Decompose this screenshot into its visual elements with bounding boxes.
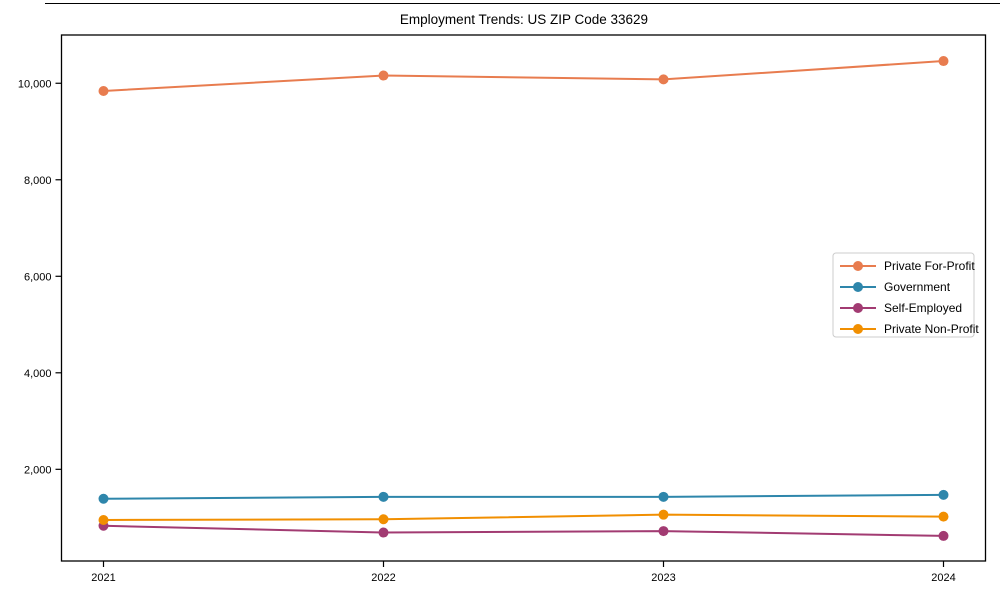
legend-label-private-non-profit: Private Non-Profit: [884, 322, 979, 336]
legend-label-private-for-profit: Private For-Profit: [884, 259, 975, 273]
point-government-2022: [378, 491, 389, 502]
x-tick-label: 2022: [371, 572, 395, 584]
y-tick-label: 4,000: [24, 368, 52, 380]
line-private-for-profit: [103, 60, 944, 92]
x-tick-label: 2021: [91, 572, 115, 584]
point-government-2024: [938, 489, 949, 500]
point-private-for-profit-2024: [938, 56, 949, 67]
chart-title: Employment Trends: US ZIP Code 33629: [399, 12, 649, 27]
y-tick-label: 2,000: [24, 464, 52, 476]
point-private-for-profit-2021: [98, 85, 109, 96]
legend-marker-private-non-profit: [853, 324, 863, 334]
point-private-non-profit-2024: [938, 511, 949, 522]
point-self-employed-2022: [378, 527, 389, 538]
line-private-non-profit: [103, 513, 944, 521]
point-private-for-profit-2022: [378, 70, 389, 81]
legend-label-self-employed: Self-Employed: [884, 301, 962, 315]
legend-box: [832, 252, 975, 338]
point-private-non-profit-2021: [98, 514, 109, 525]
legend-marker-private-for-profit: [853, 261, 863, 271]
point-government-2023: [658, 491, 669, 502]
plot-border: [60, 34, 987, 562]
point-private-non-profit-2023: [658, 509, 669, 520]
point-government-2021: [98, 493, 109, 504]
y-tick-label: 6,000: [24, 271, 52, 283]
legend-marker-government: [853, 282, 863, 292]
y-tick-label: 10,000: [18, 78, 52, 90]
legend-marker-self-employed: [853, 303, 863, 313]
point-self-employed-2024: [938, 530, 949, 541]
figure-top-border: [45, 3, 1000, 4]
point-private-non-profit-2022: [378, 514, 389, 525]
legend-label-government: Government: [884, 280, 951, 294]
point-private-for-profit-2023: [658, 74, 669, 85]
line-government: [103, 493, 944, 500]
line-self-employed: [103, 524, 944, 537]
y-tick-label: 8,000: [24, 175, 52, 187]
x-tick-label: 2023: [651, 572, 675, 584]
point-self-employed-2023: [658, 526, 669, 537]
x-tick-label: 2024: [931, 572, 955, 584]
